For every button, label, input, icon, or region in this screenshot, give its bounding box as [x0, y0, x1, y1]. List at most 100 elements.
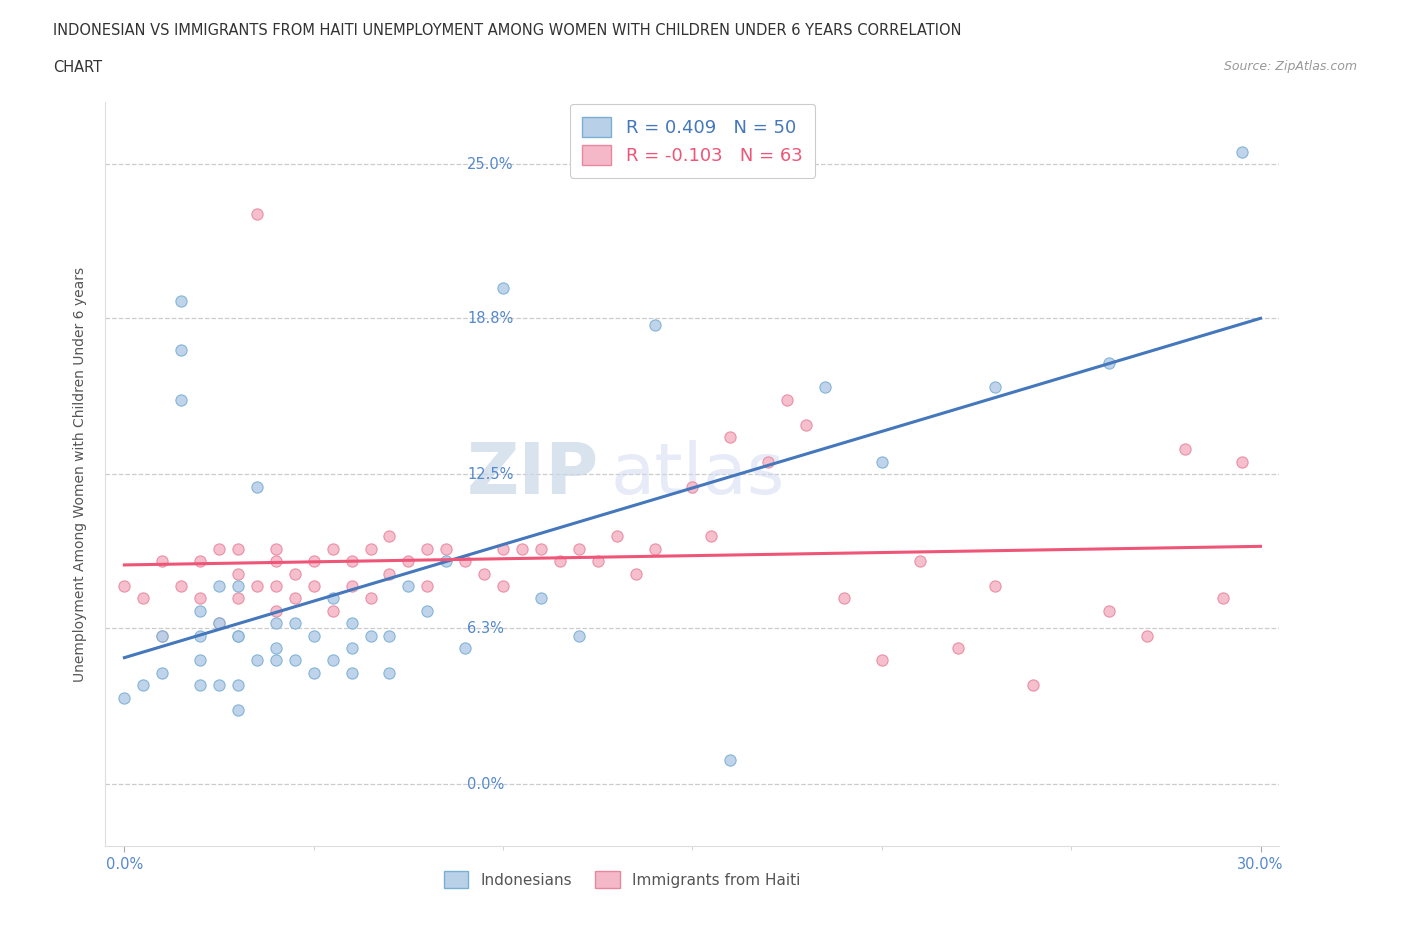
Text: 12.5%: 12.5% [467, 467, 513, 482]
Point [112, 578, 135, 593]
Point [472, 566, 495, 581]
Point [984, 380, 1007, 395]
Point [396, 553, 419, 568]
Point [568, 628, 591, 643]
Point [378, 665, 401, 680]
Point [322, 541, 344, 556]
Point [1022, 678, 1045, 693]
Point [454, 553, 477, 568]
Point [226, 628, 249, 643]
Point [946, 641, 969, 656]
Point [1212, 591, 1234, 605]
Text: 6.3%: 6.3% [467, 620, 503, 635]
Point [1230, 144, 1253, 159]
Point [644, 541, 666, 556]
Point [718, 752, 741, 767]
Point [246, 206, 269, 221]
Point [264, 653, 287, 668]
Point [226, 566, 249, 581]
Point [302, 628, 325, 643]
Point [264, 641, 287, 656]
Point [870, 653, 893, 668]
Point [510, 541, 533, 556]
Point [1136, 628, 1159, 643]
Point [264, 604, 287, 618]
Point [1174, 442, 1197, 457]
Point [1230, 455, 1253, 470]
Point [246, 479, 269, 494]
Point [302, 578, 325, 593]
Point [284, 616, 307, 631]
Point [434, 553, 457, 568]
Point [150, 665, 173, 680]
Point [322, 653, 344, 668]
Point [264, 541, 287, 556]
Point [434, 541, 457, 556]
Point [530, 541, 553, 556]
Point [188, 604, 211, 618]
Point [776, 392, 799, 407]
Point [264, 578, 287, 593]
Point [302, 553, 325, 568]
Point [208, 616, 231, 631]
Point [1098, 604, 1121, 618]
Point [360, 628, 382, 643]
Text: atlas: atlas [610, 440, 785, 509]
Point [112, 690, 135, 705]
Point [492, 578, 515, 593]
Point [302, 665, 325, 680]
Point [870, 455, 893, 470]
Point [718, 430, 741, 445]
Point [984, 578, 1007, 593]
Point [322, 604, 344, 618]
Point [606, 529, 628, 544]
Point [284, 591, 307, 605]
Point [226, 702, 249, 717]
Point [378, 566, 401, 581]
Point [188, 591, 211, 605]
Point [378, 529, 401, 544]
Text: CHART: CHART [53, 60, 103, 75]
Point [340, 553, 363, 568]
Text: INDONESIAN VS IMMIGRANTS FROM HAITI UNEMPLOYMENT AMONG WOMEN WITH CHILDREN UNDER: INDONESIAN VS IMMIGRANTS FROM HAITI UNEM… [53, 23, 962, 38]
Point [794, 418, 817, 432]
Point [322, 591, 344, 605]
Text: 0.0%: 0.0% [467, 777, 505, 791]
Point [246, 578, 269, 593]
Point [548, 553, 571, 568]
Point [492, 281, 515, 296]
Point [150, 553, 173, 568]
Point [188, 553, 211, 568]
Point [396, 578, 419, 593]
Point [264, 616, 287, 631]
Point [208, 541, 231, 556]
Point [226, 541, 249, 556]
Point [226, 628, 249, 643]
Point [1098, 355, 1121, 370]
Point [226, 678, 249, 693]
Point [340, 665, 363, 680]
Point [568, 541, 591, 556]
Point [340, 578, 363, 593]
Point [188, 653, 211, 668]
Point [188, 678, 211, 693]
Point [454, 641, 477, 656]
Point [226, 591, 249, 605]
Point [624, 566, 647, 581]
Point [360, 541, 382, 556]
Point [284, 566, 307, 581]
Point [150, 628, 173, 643]
Point [360, 591, 382, 605]
Point [264, 553, 287, 568]
Point [586, 553, 609, 568]
Point [170, 578, 193, 593]
Text: Source: ZipAtlas.com: Source: ZipAtlas.com [1223, 60, 1357, 73]
Point [132, 678, 155, 693]
Point [226, 578, 249, 593]
Point [832, 591, 855, 605]
Point [416, 578, 439, 593]
Point [700, 529, 723, 544]
Point [340, 616, 363, 631]
Y-axis label: Unemployment Among Women with Children Under 6 years: Unemployment Among Women with Children U… [73, 267, 87, 682]
Point [170, 392, 193, 407]
